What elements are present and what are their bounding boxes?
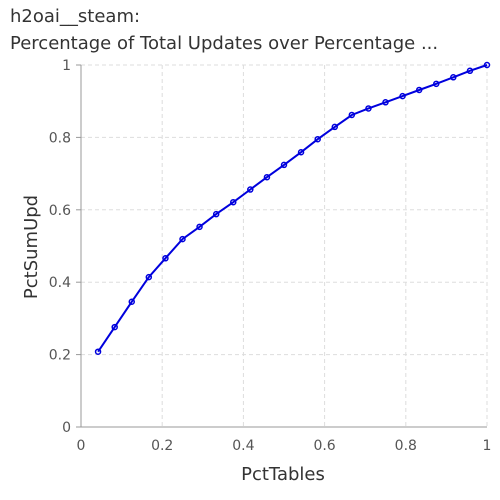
data-point — [263, 173, 271, 181]
x-tick-label: 0.2 — [151, 438, 173, 454]
data-point — [399, 92, 406, 100]
data-point — [162, 255, 169, 262]
data-point — [314, 135, 321, 143]
series-line — [97, 64, 488, 353]
grid-lines — [80, 64, 488, 428]
y-tick-label: 1 — [62, 58, 71, 74]
data-point — [331, 123, 338, 131]
data-point — [365, 105, 372, 112]
x-tick-label: 0.6 — [313, 438, 335, 454]
y-tick-label: 0.6 — [49, 203, 71, 219]
y-tick-label: 0 — [62, 420, 71, 436]
data-point — [94, 348, 102, 355]
data-point — [483, 61, 491, 69]
tick-labels: 0 0.2 0.4 0.6 0.8 1 0 0.2 0.4 0.6 0.8 1 — [49, 58, 492, 454]
y-tick-label: 0.2 — [49, 348, 71, 364]
data-point — [466, 67, 474, 75]
data-point — [179, 235, 186, 243]
data-point — [212, 210, 220, 218]
x-tick-label: 1 — [483, 438, 492, 454]
data-point — [230, 198, 237, 206]
data-point — [145, 273, 153, 281]
data-point — [415, 86, 423, 94]
data-point — [433, 80, 440, 88]
data-point — [128, 298, 135, 305]
data-point — [196, 223, 203, 231]
y-tick-label: 0.8 — [49, 130, 71, 146]
chart-title-line-1: h2oai__steam: — [10, 6, 141, 27]
y-tick-label: 0.4 — [49, 275, 71, 291]
data-point — [247, 186, 254, 193]
data-point — [111, 323, 118, 331]
x-tick-label: 0.4 — [232, 438, 254, 454]
data-point — [348, 111, 356, 119]
data-point — [297, 148, 305, 156]
chart-title-line-2: Percentage of Total Updates over Percent… — [10, 33, 439, 54]
data-point — [280, 161, 288, 169]
y-axis-title: PctSumUpd — [21, 195, 42, 299]
series-layer — [94, 61, 491, 355]
x-tick-label: 0 — [77, 438, 86, 454]
data-point — [450, 74, 457, 81]
x-axis-title: PctTables — [241, 464, 325, 485]
data-point — [382, 99, 389, 106]
axes — [76, 64, 487, 428]
x-tick-label: 0.8 — [395, 438, 417, 454]
